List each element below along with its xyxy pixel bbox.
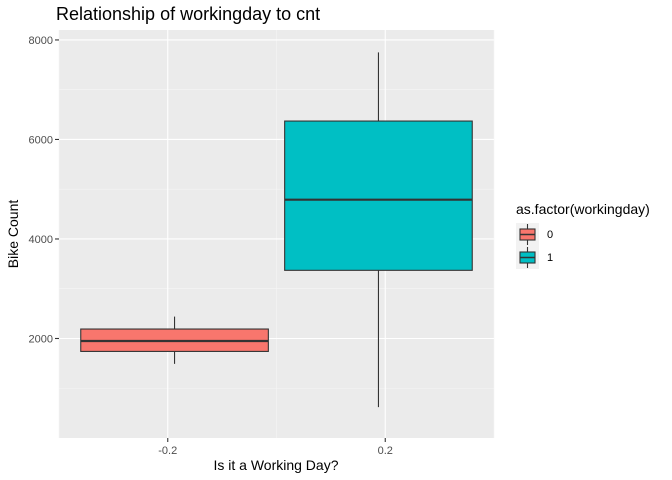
box-group-0 bbox=[80, 316, 269, 364]
legend-item-1: 1 bbox=[516, 246, 553, 269]
legend-item-0: 0 bbox=[516, 223, 553, 246]
y-tick-label: 4000 bbox=[29, 234, 53, 246]
y-axis: 2000 4000 6000 8000 bbox=[29, 35, 59, 345]
x-tick-label: -0.2 bbox=[158, 445, 177, 457]
y-tick-label: 6000 bbox=[29, 134, 53, 146]
legend-label: 0 bbox=[547, 229, 553, 241]
x-axis: -0.2 0.2 bbox=[158, 438, 393, 457]
x-tick-label: 0.2 bbox=[378, 445, 393, 457]
boxes bbox=[80, 52, 473, 408]
y-axis-title: Bike Count bbox=[5, 200, 21, 269]
box-iqr bbox=[284, 120, 473, 271]
x-axis-title: Is it a Working Day? bbox=[213, 457, 338, 473]
plot-panel bbox=[58, 30, 495, 438]
legend: as.factor(workingday) 0 1 bbox=[516, 201, 650, 269]
chart-title: Relationship of workingday to cnt bbox=[56, 4, 320, 24]
legend-title: as.factor(workingday) bbox=[516, 201, 650, 217]
box-group-1 bbox=[284, 52, 473, 408]
y-tick-label: 8000 bbox=[29, 35, 53, 47]
y-tick-label: 2000 bbox=[29, 333, 53, 345]
legend-label: 1 bbox=[547, 252, 553, 264]
